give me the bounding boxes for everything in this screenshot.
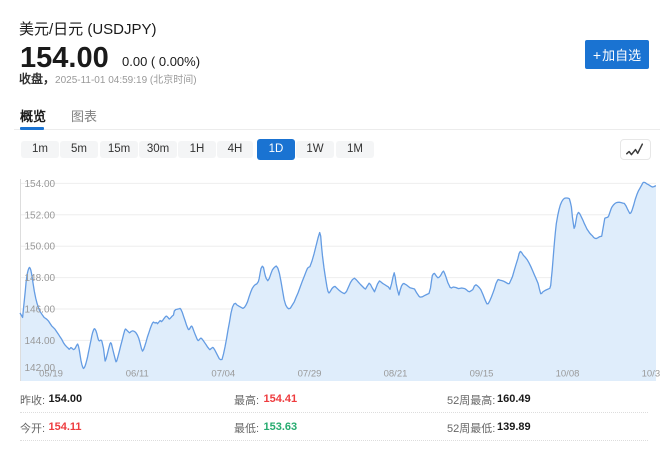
svg-text:06/11: 06/11 [126, 369, 149, 380]
svg-text:144.00: 144.00 [25, 336, 56, 347]
svg-text:154.00: 154.00 [25, 179, 56, 190]
svg-text:146.00: 146.00 [25, 305, 56, 316]
svg-text:152.00: 152.00 [25, 210, 56, 221]
svg-text:09/15: 09/15 [470, 369, 494, 380]
svg-text:08/21: 08/21 [384, 369, 408, 380]
svg-text:07/04: 07/04 [211, 369, 235, 380]
svg-text:148.00: 148.00 [25, 273, 56, 284]
svg-text:05/19: 05/19 [39, 369, 63, 380]
svg-text:07/29: 07/29 [298, 369, 322, 380]
svg-text:142.00: 142.00 [25, 363, 56, 374]
svg-text:10/31: 10/31 [642, 369, 660, 380]
svg-text:10/08: 10/08 [556, 369, 580, 380]
svg-text:150.00: 150.00 [25, 242, 56, 253]
